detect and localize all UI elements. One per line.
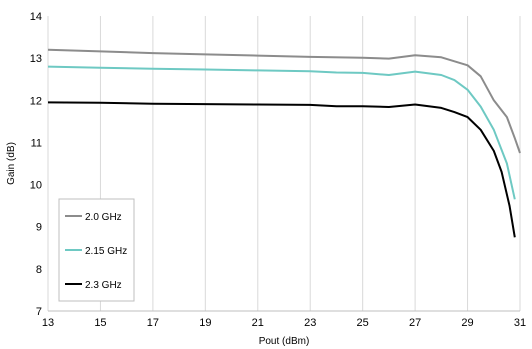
x-tick-label: 23: [304, 317, 316, 329]
x-axis-title: Pout (dBm): [259, 336, 310, 347]
x-tick-label: 21: [252, 317, 264, 329]
y-tick-label: 13: [30, 53, 42, 65]
y-tick-label: 11: [31, 137, 42, 149]
x-tick-label: 15: [94, 317, 106, 329]
y-tick-label: 14: [30, 11, 42, 23]
x-tick-label: 19: [199, 317, 211, 329]
series-line-2: [47, 65, 516, 200]
legend-label: 2.15 GHz: [85, 246, 127, 257]
gridlines: [47, 16, 521, 311]
x-tick-label: 27: [409, 317, 421, 329]
x-tick-label: 31: [514, 317, 526, 329]
series-line-1: [47, 48, 521, 154]
x-tick-label: 25: [357, 317, 369, 329]
series-line-3: [47, 101, 516, 238]
y-tick-label: 10: [30, 180, 42, 192]
y-tick-label: 12: [30, 95, 42, 107]
tick-labels: 13 15 17 19 21 23 25 27 29 31 7 8 9 10 11 12 13 14: [30, 11, 526, 329]
legend: 2.0 GHz 2.15 GHz 2.3 GHz: [58, 198, 135, 302]
legend-label: 2.3 GHz: [85, 280, 122, 291]
x-tick-label: 13: [42, 317, 54, 329]
series-lines: [47, 48, 521, 238]
y-tick-label: 8: [36, 264, 42, 276]
legend-label: 2.0 GHz: [85, 212, 122, 223]
x-tick-label: 17: [147, 317, 159, 329]
y-tick-label: 9: [36, 222, 42, 234]
x-tick-label: 29: [461, 317, 473, 329]
y-axis-title: Gain (dB): [6, 142, 17, 185]
y-tick-label: 7: [36, 306, 42, 318]
